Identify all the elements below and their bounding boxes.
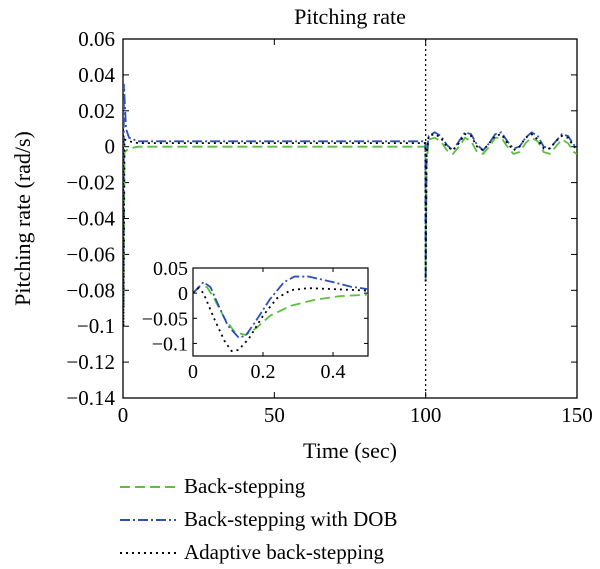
legend: Back-stepping Back-stepping with DOB Ada… <box>120 470 540 569</box>
inset-x-tick-label: 0.2 <box>251 361 276 383</box>
y-tick-label: 0.06 <box>78 27 115 51</box>
legend-swatch <box>120 485 176 488</box>
legend-label: Back-stepping <box>184 474 306 498</box>
inset-series-line <box>193 286 368 352</box>
inset-y-tick-label: 0.05 <box>153 258 188 280</box>
inset-y-tick-label: −0.05 <box>142 308 188 330</box>
y-tick-label: 0.04 <box>78 63 115 87</box>
legend-item: Back-stepping <box>120 470 540 503</box>
chart-title: Pitching rate <box>294 4 406 29</box>
y-tick-label: −0.02 <box>66 171 115 195</box>
y-tick-label: −0.12 <box>66 350 115 374</box>
legend-swatch <box>120 551 176 554</box>
y-tick-label: −0.06 <box>66 242 115 266</box>
inset-y-tick-label: −0.1 <box>152 333 188 355</box>
inset-x-tick-label: 0.4 <box>321 361 346 383</box>
inset-y-tick-label: 0 <box>178 283 188 305</box>
legend-label: Back-stepping with DOB <box>184 507 398 531</box>
legend-label: Adaptive back-stepping <box>184 540 385 564</box>
inset-x-tick-label: 0 <box>188 361 198 383</box>
y-tick-label: −0.08 <box>66 278 115 302</box>
x-axis-label: Time (sec) <box>303 438 397 463</box>
y-tick-label: 0.02 <box>78 99 115 123</box>
y-tick-label: −0.14 <box>66 386 115 410</box>
series-line <box>123 83 577 309</box>
x-tick-label: 150 <box>561 403 593 427</box>
legend-swatch <box>120 518 176 521</box>
y-tick-label: 0 <box>105 135 116 159</box>
legend-item: Back-stepping with DOB <box>120 503 540 536</box>
inset-frame <box>192 267 369 357</box>
y-axis-label: Pitching rate (rad/s) <box>10 131 35 306</box>
y-tick-label: −0.04 <box>66 207 115 231</box>
legend-item: Adaptive back-stepping <box>120 536 540 569</box>
x-tick-label: 50 <box>264 403 285 427</box>
inset-series-line <box>193 285 368 336</box>
x-tick-label: 0 <box>118 403 129 427</box>
y-tick-label: −0.1 <box>77 314 115 338</box>
x-tick-label: 100 <box>410 403 442 427</box>
